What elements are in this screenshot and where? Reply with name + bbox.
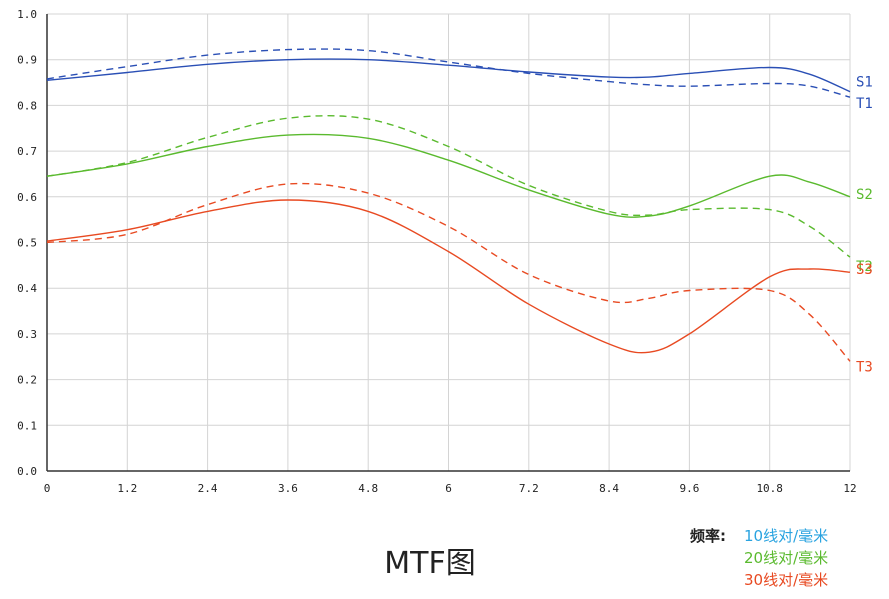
mtf-chart: 0 1.2 2.4 3.6 4.8 6 7.2 8.4 9.6 10.8 12 0.0 0.1 0.2 0.… xyxy=(17,8,873,495)
legend-title: 频率: xyxy=(690,527,726,545)
y-tick-label: 0.6 xyxy=(17,191,37,204)
x-tick-label: 1.2 xyxy=(117,482,137,495)
x-tick-label: 0 xyxy=(44,482,51,495)
legend-row-3: 30线对/毫米 xyxy=(690,569,828,591)
series-line-s1 xyxy=(46,58,851,93)
legend-entry-30lp: 30线对/毫米 xyxy=(744,571,829,589)
series-line-t3 xyxy=(46,182,851,362)
grid xyxy=(46,13,851,472)
tick-labels: 0 1.2 2.4 3.6 4.8 6 7.2 8.4 9.6 10.8 12 0.0 0.1 0.2 0.… xyxy=(17,8,857,495)
x-tick-label: 8.4 xyxy=(599,482,619,495)
legend-row-2: 20线对/毫米 xyxy=(690,547,828,569)
y-tick-label: 0.7 xyxy=(17,145,37,158)
x-tick-label: 2.4 xyxy=(198,482,218,495)
series-label-s3: S3 xyxy=(856,262,873,278)
series-label-t2: T2 xyxy=(856,259,873,275)
legend-row-1: 频率: 10线对/毫米 xyxy=(690,525,828,547)
chart-title: MTF图 xyxy=(384,546,476,581)
y-tick-label: 0.3 xyxy=(17,328,37,341)
x-tick-label: 6 xyxy=(445,482,452,495)
legend: 频率: 10线对/毫米 20线对/毫米 30线对/毫米 xyxy=(690,525,828,591)
x-tick-label: 7.2 xyxy=(519,482,539,495)
x-tick-label: 3.6 xyxy=(278,482,298,495)
series-line-s3 xyxy=(46,199,851,354)
series-label-t1: T1 xyxy=(856,96,873,112)
x-tick-label: 4.8 xyxy=(358,482,378,495)
y-tick-label: 0.5 xyxy=(17,237,37,250)
y-tick-label: 0.0 xyxy=(17,465,37,478)
series-lines xyxy=(46,48,851,362)
y-tick-label: 0.2 xyxy=(17,374,37,387)
y-tick-label: 0.9 xyxy=(17,54,37,67)
y-tick-label: 0.4 xyxy=(17,282,37,295)
y-tick-label: 0.8 xyxy=(17,99,37,112)
x-tick-label: 12 xyxy=(843,482,856,495)
series-line-t2 xyxy=(46,115,851,258)
x-tick-label: 10.8 xyxy=(756,482,783,495)
series-line-s2 xyxy=(46,133,851,218)
series-label-s2: S2 xyxy=(856,187,873,203)
y-tick-label: 1.0 xyxy=(17,8,37,21)
series-label-s1: S1 xyxy=(856,75,873,91)
series-line-t1 xyxy=(46,48,851,98)
x-tick-label: 9.6 xyxy=(679,482,699,495)
legend-entry-20lp: 20线对/毫米 xyxy=(744,549,829,567)
legend-entry-10lp: 10线对/毫米 xyxy=(744,527,829,545)
series-label-t3: T3 xyxy=(856,359,873,375)
y-tick-label: 0.1 xyxy=(17,419,37,432)
